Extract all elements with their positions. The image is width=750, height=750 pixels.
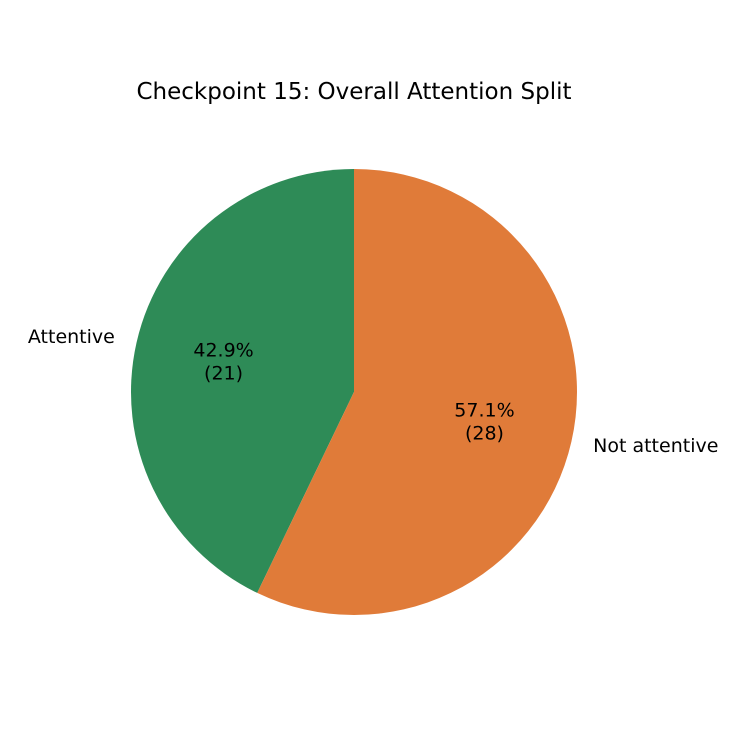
slice-label-attentive: Attentive <box>28 326 115 348</box>
slice-percent-attentive: 42.9% <box>193 340 253 362</box>
slice-percent-not-attentive: 57.1% <box>454 399 514 421</box>
pie-slices <box>130 169 577 615</box>
slice-count-attentive: (21) <box>204 363 243 385</box>
pie-labels: Attentive 42.9%(21) Not attentive 57.1%(28) <box>28 326 719 457</box>
slice-label-not-attentive: Not attentive <box>593 435 718 457</box>
slice-count-not-attentive: (28) <box>465 422 504 444</box>
pie-slice-not-attentive <box>257 169 577 615</box>
chart-title: Checkpoint 15: Overall Attention Split <box>136 79 571 105</box>
pie-slice-attentive <box>130 169 354 593</box>
